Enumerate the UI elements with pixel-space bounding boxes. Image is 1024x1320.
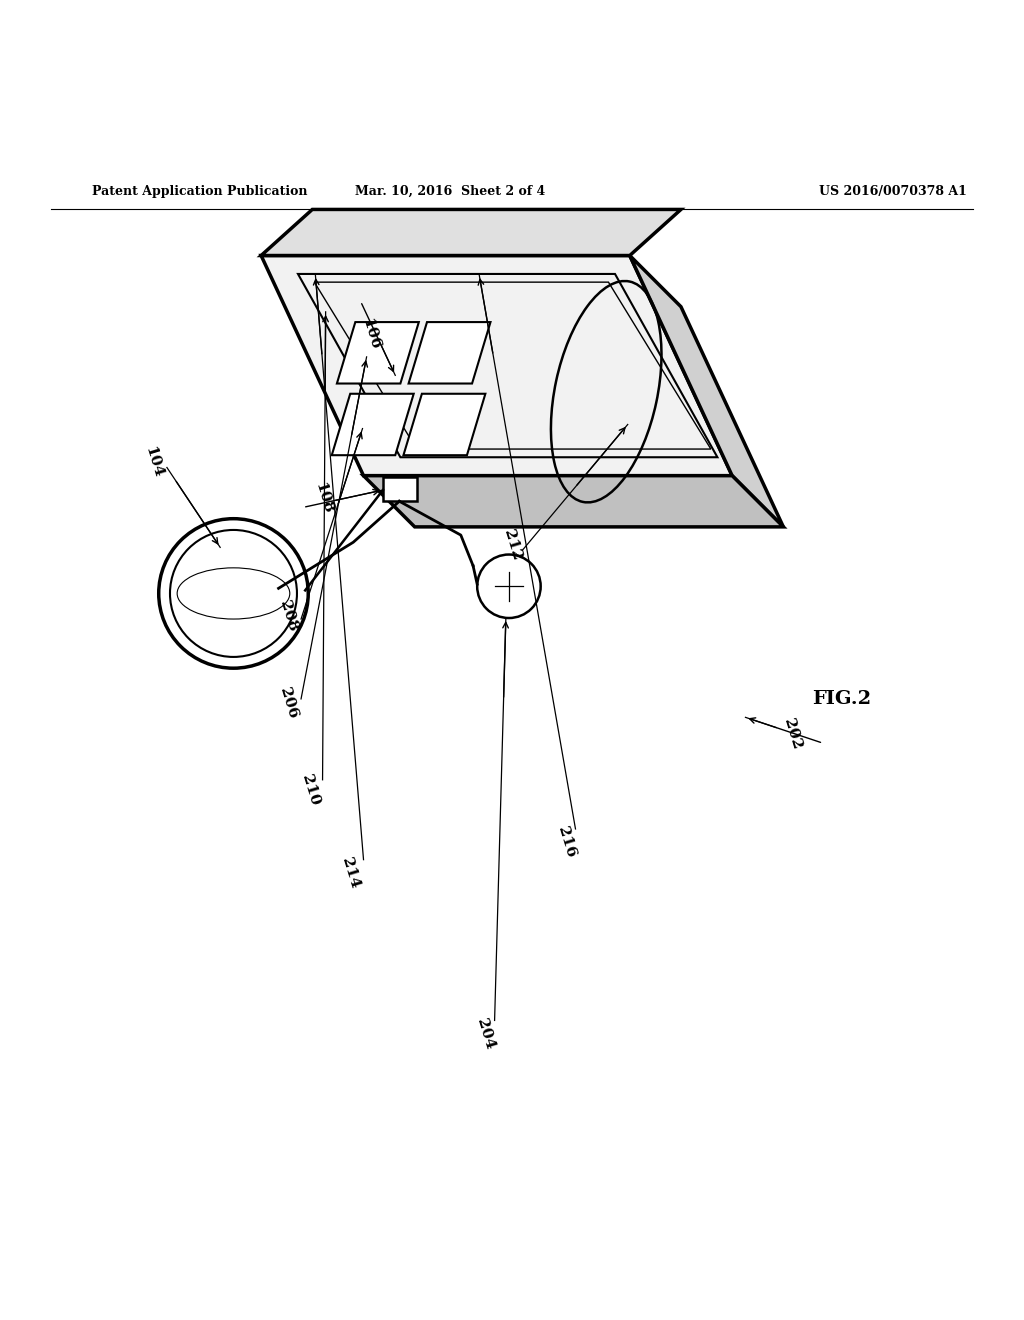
- Text: 216: 216: [555, 825, 578, 859]
- Polygon shape: [332, 393, 414, 455]
- Circle shape: [477, 554, 541, 618]
- Text: 214: 214: [339, 855, 361, 890]
- Text: 210: 210: [299, 772, 322, 808]
- Polygon shape: [630, 256, 783, 527]
- Text: 212: 212: [501, 528, 523, 562]
- Text: Patent Application Publication: Patent Application Publication: [92, 185, 307, 198]
- Text: Mar. 10, 2016  Sheet 2 of 4: Mar. 10, 2016 Sheet 2 of 4: [355, 185, 546, 198]
- Text: 208: 208: [278, 599, 300, 634]
- Text: US 2016/0070378 A1: US 2016/0070378 A1: [819, 185, 967, 198]
- Polygon shape: [383, 477, 417, 502]
- Text: 104: 104: [142, 445, 165, 479]
- Polygon shape: [403, 393, 485, 455]
- Text: 204: 204: [474, 1016, 497, 1051]
- Polygon shape: [364, 475, 783, 527]
- Text: 106: 106: [359, 317, 382, 351]
- Text: FIG.2: FIG.2: [812, 690, 871, 708]
- Polygon shape: [337, 322, 419, 384]
- Polygon shape: [261, 210, 681, 256]
- Text: 206: 206: [278, 686, 300, 721]
- Polygon shape: [261, 256, 732, 475]
- Text: 108: 108: [312, 480, 335, 516]
- Polygon shape: [409, 322, 490, 384]
- Text: 202: 202: [781, 717, 804, 751]
